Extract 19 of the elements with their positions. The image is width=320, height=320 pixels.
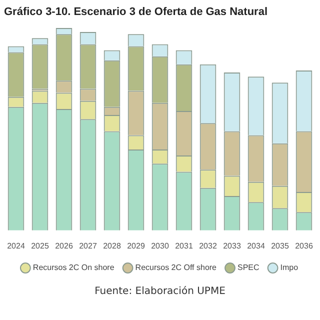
x-tick-label: 2027 <box>79 241 98 250</box>
legend-label: Recursos 2C Off shore <box>135 263 218 272</box>
x-tick-label: 2024 <box>7 241 26 250</box>
x-tick-label: 2025 <box>31 241 50 250</box>
x-tick-label: 2031 <box>175 241 194 250</box>
x-tick-label: 2026 <box>55 241 74 250</box>
x-tick-label: 2036 <box>295 241 314 250</box>
x-tick-label: 2033 <box>223 241 242 250</box>
x-tick-label: 2035 <box>271 241 290 250</box>
x-tick-label: 2028 <box>103 241 122 250</box>
x-tick-label: 2029 <box>127 241 146 250</box>
legend-label: SPEC <box>238 263 260 272</box>
legend-label: Recursos 2C On shore <box>32 263 115 272</box>
legend-label: Impo <box>280 263 299 272</box>
x-tick-label: 2030 <box>151 241 170 250</box>
chart-title: Gráfico 3-10. Escenario 3 de Oferta de Gas Natural <box>3 5 268 20</box>
x-tick-label: 2034 <box>247 241 266 250</box>
source-note: Fuente: Elaboración UPME <box>94 286 226 297</box>
x-tick-label: 2032 <box>199 241 218 250</box>
